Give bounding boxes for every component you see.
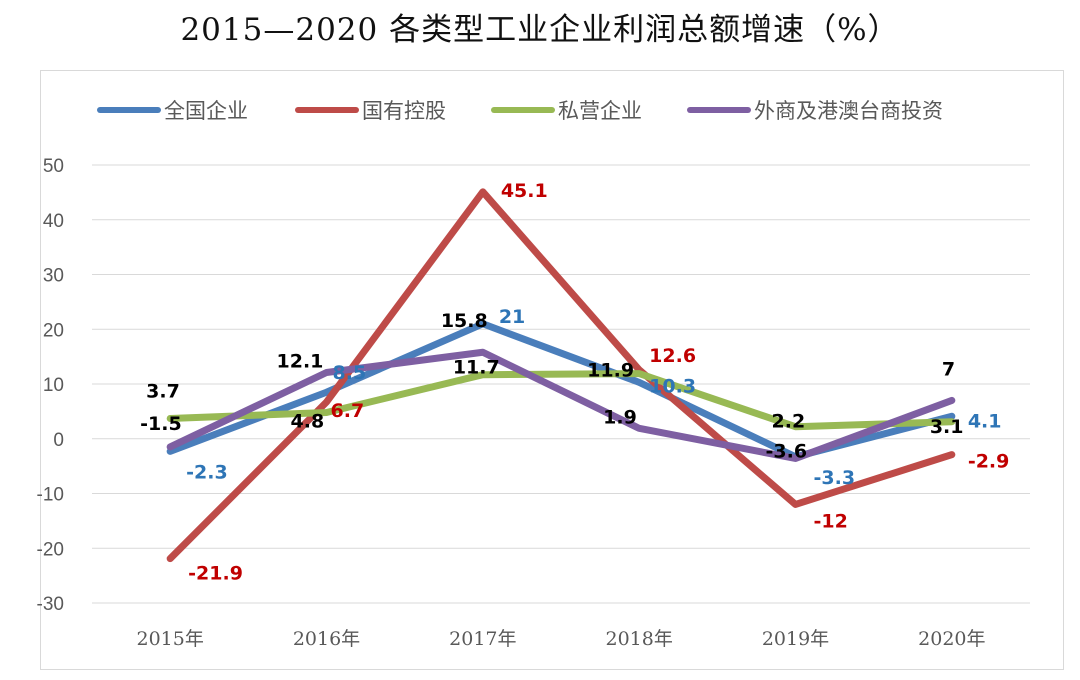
- y-tick-label: 30: [43, 266, 64, 287]
- data-label: -12: [814, 510, 848, 532]
- data-label: 10.3: [649, 375, 696, 397]
- y-tick-label: 40: [43, 211, 64, 232]
- x-tick-label: 2017年: [449, 628, 516, 650]
- data-label: -2.9: [968, 451, 1010, 473]
- data-label: -3.3: [814, 467, 856, 489]
- x-tick-label: 2019年: [762, 628, 829, 650]
- series-line-国有控股: [166, 188, 956, 563]
- data-label: -1.5: [140, 413, 182, 435]
- data-label: 11.9: [587, 360, 634, 382]
- data-label: -21.9: [188, 563, 243, 585]
- legend-label: 私营企业: [558, 99, 642, 123]
- legend-label: 国有控股: [362, 99, 446, 123]
- data-label: 3.1: [930, 416, 964, 438]
- data-label: 4.8: [291, 410, 325, 432]
- y-tick-label: -10: [37, 485, 64, 506]
- data-label: 12.6: [649, 345, 696, 367]
- data-label: 15.8: [441, 310, 488, 332]
- data-label: 2.2: [772, 411, 806, 433]
- x-tick-label: 2018年: [605, 628, 672, 650]
- data-label: 4.1: [968, 410, 1002, 432]
- series-line-外商及港澳台商投资: [166, 348, 956, 462]
- data-label: 45.1: [501, 180, 548, 202]
- data-label: 21: [499, 306, 525, 328]
- y-tick-label: -20: [37, 539, 64, 560]
- series-line-私营企业: [166, 370, 956, 431]
- y-tick-label: 0: [53, 430, 64, 451]
- chart-frame: [40, 70, 1064, 670]
- x-tick-label: 2020年: [918, 628, 985, 650]
- data-label: 12.1: [277, 351, 324, 373]
- y-tick-label: 10: [43, 375, 64, 396]
- legend-label: 外商及港澳台商投资: [754, 99, 943, 123]
- data-label: -3.6: [766, 440, 808, 462]
- x-tick-label: 2015年: [136, 628, 203, 650]
- x-tick-label: 2016年: [293, 628, 360, 650]
- data-label: 3.7: [146, 380, 180, 402]
- data-label: 8.5: [333, 362, 367, 384]
- data-label: 7: [942, 358, 955, 380]
- data-label: 1.9: [603, 406, 637, 428]
- data-label: 6.7: [331, 400, 365, 422]
- data-label: -2.3: [186, 461, 228, 483]
- data-label: 11.7: [453, 357, 500, 379]
- y-tick-label: 20: [43, 320, 64, 341]
- legend-label: 全国企业: [164, 99, 248, 123]
- y-tick-label: -30: [37, 594, 64, 615]
- chart-title: 2015—2020 各类型工业企业利润总额增速（%）: [180, 12, 900, 48]
- y-tick-label: 50: [43, 156, 64, 177]
